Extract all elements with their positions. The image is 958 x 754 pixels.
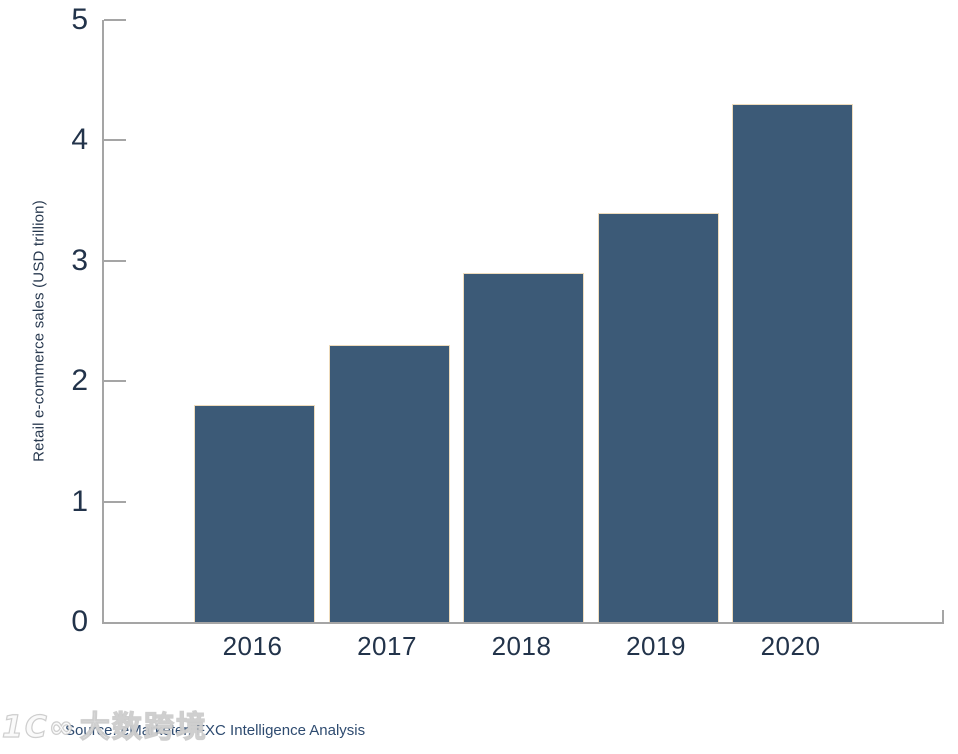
y-tick-label: 0 — [71, 605, 88, 638]
y-tick-mark — [104, 500, 126, 503]
y-tick-mark — [104, 139, 126, 142]
y-tick-mark — [104, 380, 126, 383]
x-tick-label: 2018 — [491, 631, 552, 661]
y-tick-label: 2 — [71, 364, 88, 398]
bar-2018 — [463, 272, 584, 622]
x-tick-label: 2016 — [222, 631, 283, 661]
y-tick-label: 5 — [71, 3, 88, 36]
bar-2020 — [732, 104, 853, 622]
plot-area — [102, 19, 944, 624]
y-tick-mark — [104, 259, 126, 262]
y-tick-label: 1 — [71, 484, 88, 518]
y-tick-label: 3 — [71, 243, 88, 277]
x-tick-label: 2020 — [760, 631, 821, 661]
x-axis-end-tick — [942, 610, 944, 622]
x-tick-label: 2019 — [626, 631, 686, 661]
bar-2016 — [194, 405, 315, 622]
y-tick-mark — [104, 19, 126, 21]
source-note: Source: eMarketer, FXC Intelligence Anal… — [65, 722, 366, 739]
y-tick-label: 4 — [71, 123, 88, 157]
y-axis-title: Retail e-commerce sales (USD trillion) — [30, 200, 48, 462]
bar-2017 — [328, 345, 450, 622]
bar-2019 — [597, 212, 719, 622]
x-tick-label: 2017 — [357, 631, 417, 661]
